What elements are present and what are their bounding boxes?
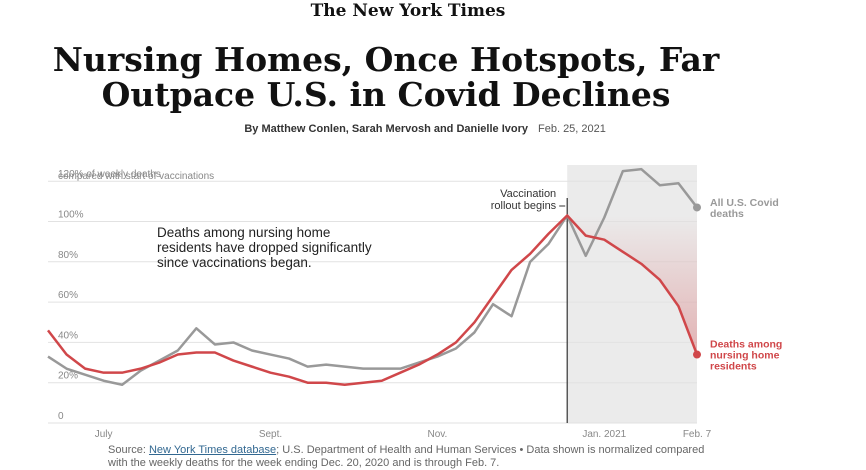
x-tick-label: Sept. <box>259 429 282 440</box>
masthead: The New York Times <box>311 1 506 21</box>
source-link[interactable]: New York Times database <box>148 444 277 456</box>
vaccination-label: rollout begins <box>491 200 557 212</box>
vaccination-label: Vaccination <box>500 188 556 200</box>
date: Feb. 25, 2021 <box>538 123 606 135</box>
end-dot <box>693 203 701 212</box>
decline-area <box>567 215 697 355</box>
title-line: Nursing Homes, Once Hotspots, Far <box>53 40 720 79</box>
y-tick-label: 60% <box>58 290 78 301</box>
y-tick-label: 20% <box>58 371 78 382</box>
legend-label: All U.S. Covid <box>710 197 779 209</box>
x-tick-label: July <box>95 429 113 440</box>
legend-label: deaths <box>710 208 744 220</box>
source-text: ; U.S. Department of Health and Human Se… <box>108 444 705 469</box>
series-line <box>47 214 699 387</box>
title-line: Outpace U.S. in Covid Declines <box>102 75 671 114</box>
annotation: since vaccinations began. <box>157 255 312 270</box>
y-tick-label: 0 <box>58 411 64 422</box>
annotation: Deaths among nursing home <box>157 225 330 240</box>
legend-label: Deaths among <box>710 339 782 351</box>
source: Source: New York Times database; U.S. De… <box>108 444 708 470</box>
y-tick-label: 100% <box>58 210 84 221</box>
end-dot <box>693 350 701 359</box>
series-line <box>47 167 698 387</box>
legend-label: nursing home <box>710 350 780 362</box>
x-tick-label: Feb. 7 <box>683 429 712 440</box>
byline: By Matthew Conlen, Sarah Mervosh and Dan… <box>244 123 529 135</box>
x-tick-label: Jan. 2021 <box>582 429 626 440</box>
y-tick-label: 120% of weekly deaths <box>58 169 161 180</box>
y-tick-label: 40% <box>58 330 78 341</box>
y-axis-label: compared with start of vaccinations <box>58 171 214 182</box>
y-tick-label: 80% <box>58 250 78 261</box>
legend-label: residents <box>710 361 757 373</box>
source-prefix: Source: <box>108 444 146 456</box>
x-tick-label: Nov. <box>427 429 447 440</box>
chart: The New York Times Nursing Homes, Once H… <box>47 1 782 440</box>
annotation: residents have dropped significantly <box>157 240 372 255</box>
